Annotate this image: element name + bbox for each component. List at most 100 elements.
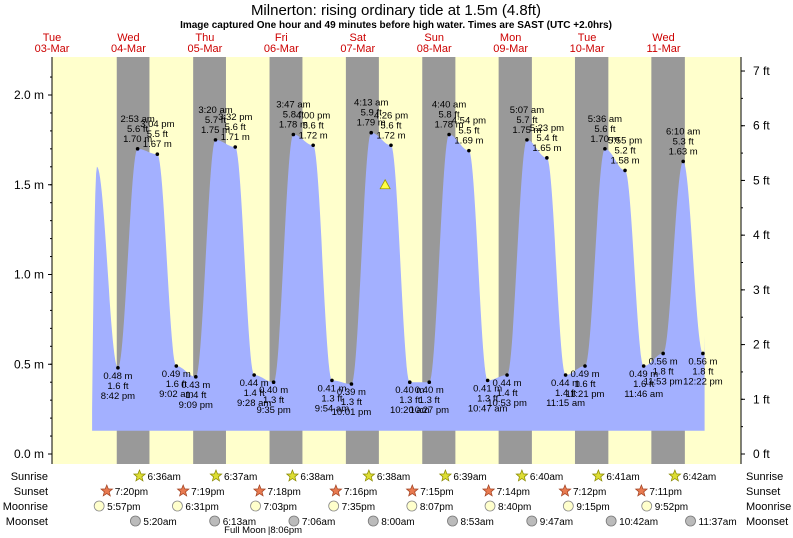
high-tide-m-label: 1.63 m [669,146,698,157]
tide-point [330,378,334,383]
low-tide-m-label: 0.44 m [240,378,269,389]
high-tide-m-label: 1.72 m [376,130,405,141]
low-tide-m-label: 0.49 m [629,369,658,380]
tide-point [407,380,412,385]
sunset-time: 7:18pm [268,487,301,498]
tide-point [369,130,374,135]
date-label: 06-Mar [264,43,299,55]
right-tick-label: 1 ft [753,392,770,406]
moonrise-icon [406,500,418,512]
high-tide-ft-label: 5.6 ft [225,122,246,133]
moonset-icon [367,515,379,527]
row-label-right: Moonset [746,516,788,528]
sunset-time: 7:14pm [497,487,530,498]
sunrise-time: 6:37am [224,472,257,483]
high-tide-time-label: 2:53 am [120,114,154,125]
tide-point [349,382,354,386]
right-tick-label: 0 ft [753,447,770,461]
sunset-icon [100,484,114,497]
tide-point [681,159,685,164]
low-tide-m-label: 0.40 m [395,385,424,396]
high-tide-m-label: 1.78 m [279,119,308,130]
moonrise-time: 6:31pm [185,502,218,513]
low-tide-ft-label: 1.4 ft [244,388,265,399]
high-tide-ft-label: 5.6 ft [380,120,401,131]
tide-point [467,148,471,153]
sunrise-time: 6:40am [530,472,563,483]
tide-point [701,351,705,356]
low-tide-ft-label: 1.3 ft [341,397,362,408]
low-tide-time-label: 10:01 pm [332,407,372,418]
moonrise-icon [93,500,105,512]
moonset-time: 9:47am [540,517,573,528]
moonset-icon [685,515,696,527]
moonrise-icon [562,500,574,512]
date-label: 03-Mar [35,43,70,55]
high-tide-time-label: 4:54 pm [452,116,486,127]
right-tick-label: 4 ft [753,228,770,242]
date-label: 05-Mar [187,43,222,55]
low-tide-ft-label: 1.8 ft [653,366,674,377]
sunset-time: 7:16pm [344,487,377,498]
high-tide-m-label: 1.58 m [611,155,640,166]
low-tide-ft-label: 1.3 ft [321,393,342,404]
high-tide-ft-label: 5.7 ft [516,115,537,126]
moonrise-time: 8:40pm [498,502,531,513]
low-tide-time-label: 10:27 pm [409,405,449,416]
sunrise-time: 6:41am [606,472,639,483]
sunrise-icon [285,469,300,482]
tide-point [447,132,451,137]
high-tide-m-label: 1.78 m [435,119,464,130]
high-tide-ft-label: 5.5 ft [147,129,168,140]
sunset-time: 7:15pm [420,487,453,498]
high-tide-m-label: 1.65 m [532,143,561,154]
date-label: 07-Mar [340,43,375,55]
low-tide-m-label: 0.44 m [551,378,580,389]
moonset-time: 7:06am [302,517,335,528]
right-tick-label: 7 ft [753,64,770,78]
tide-point [641,364,646,368]
high-tide-ft-label: 5.9 ft [361,108,382,119]
high-tide-time-label: 4:00 pm [296,110,330,121]
low-tide-time-label: 10:20 am [390,405,430,416]
low-tide-m-label: 0.40 m [259,385,288,396]
sunrise-icon [668,469,682,482]
sunset-icon [252,484,267,497]
moonset-time: 8:00am [381,517,414,528]
right-tick-label: 2 ft [753,338,770,352]
row-label-left: Moonrise [3,501,48,513]
high-tide-m-label: 1.75 m [201,125,230,136]
high-tide-m-label: 1.70 m [590,134,619,145]
low-tide-m-label: 0.43 m [181,380,210,391]
chart-title: Milnerton: rising ordinary tide at 1.5m … [251,2,541,19]
high-tide-ft-label: 5.6 ft [594,124,615,135]
tide-point [525,138,529,142]
tide-labels: 0.48 m1.6 ft8:42 pm2:53 am5.6 ft1.70 m3:… [101,98,723,418]
low-tide-time-label: 10:53 pm [487,398,527,409]
low-tide-ft-label: 1.6 ft [633,379,654,390]
low-tide-ft-label: 1.4 ft [555,388,576,399]
sunset-icon [481,484,496,497]
low-tide-time-label: 8:42 pm [101,391,135,402]
low-tide-m-label: 0.48 m [103,371,132,382]
sunrise-icon [132,469,147,482]
sunset-icon [558,484,572,497]
right-tick-label: 3 ft [753,283,770,297]
day-of-week-label: Sat [350,32,367,44]
low-tide-time-label: 11:21 pm [566,389,605,400]
low-tide-ft-label: 1.6 ft [574,379,595,390]
moonset-icon [526,515,538,527]
tide-point [427,380,432,385]
current-level-marker [379,178,391,190]
high-tide-m-label: 1.67 m [143,139,172,150]
low-tide-ft-label: 1.4 ft [497,388,518,399]
day-of-week-label: Wed [652,32,674,44]
low-tide-time-label: 10:47 am [468,403,508,414]
sunrise-icon [591,469,606,482]
sunset-icon [634,484,649,497]
sunrise-time: 6:36am [147,472,180,483]
high-tide-time-label: 4:40 am [432,99,466,110]
day-of-week-label: Fri [275,32,288,44]
tide-point [135,147,140,151]
